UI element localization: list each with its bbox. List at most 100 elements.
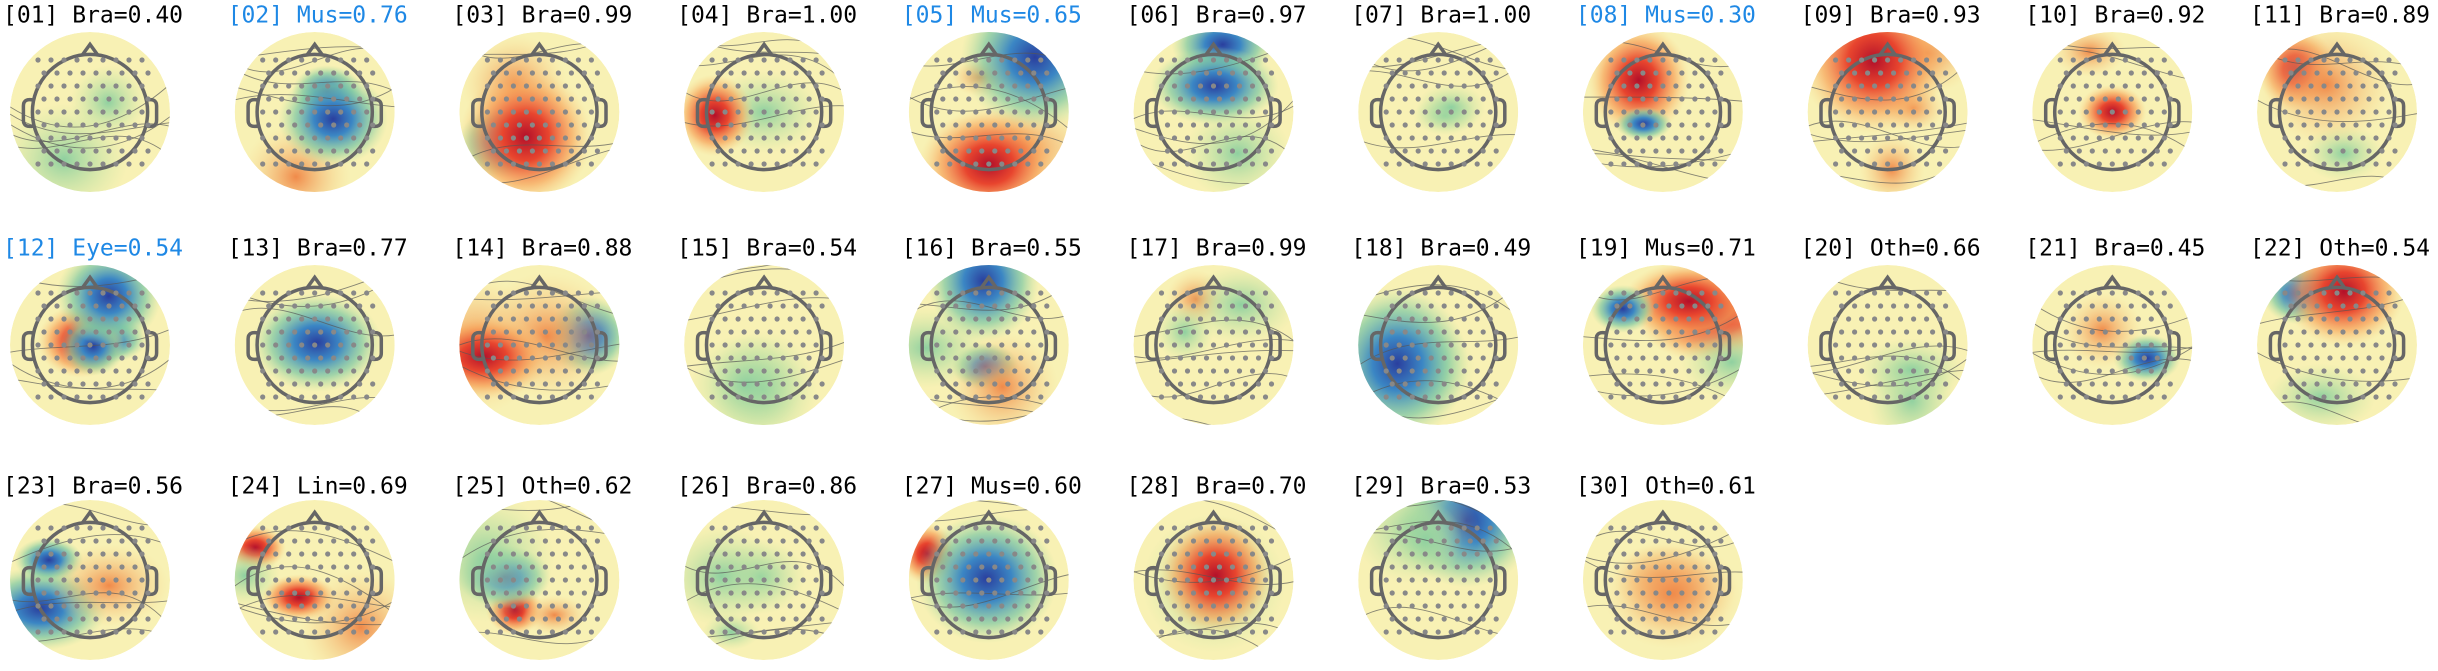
electrode bbox=[2360, 394, 2366, 400]
electrode bbox=[588, 551, 595, 557]
electrode bbox=[80, 329, 86, 335]
electrode bbox=[581, 122, 588, 128]
electrode bbox=[1171, 629, 1178, 635]
electrode bbox=[1467, 538, 1473, 544]
electrode bbox=[793, 122, 799, 128]
electrode bbox=[2089, 381, 2095, 387]
electrode bbox=[748, 57, 754, 63]
electrode bbox=[497, 290, 503, 296]
electrode bbox=[953, 564, 959, 570]
contour-line bbox=[2257, 294, 2417, 325]
electrode bbox=[536, 603, 543, 609]
electrode bbox=[1686, 603, 1692, 609]
electrode bbox=[279, 590, 285, 596]
ear-right bbox=[1719, 330, 1732, 362]
electrode bbox=[1885, 368, 1891, 374]
electrode bbox=[761, 577, 767, 583]
electrode bbox=[1262, 290, 1269, 296]
electrode bbox=[2057, 57, 2063, 63]
electrode bbox=[357, 70, 363, 76]
electrode bbox=[1197, 342, 1204, 348]
electrode bbox=[1839, 148, 1845, 154]
electrode bbox=[100, 629, 106, 635]
electrode bbox=[119, 564, 125, 570]
electrode bbox=[1229, 96, 1236, 102]
electrode bbox=[1210, 290, 1217, 296]
electrode bbox=[1012, 161, 1018, 167]
topomap bbox=[1807, 32, 1968, 192]
electrode bbox=[1236, 603, 1243, 609]
electrode bbox=[1640, 148, 1646, 154]
electrode bbox=[709, 551, 715, 557]
electrode bbox=[344, 70, 350, 76]
contour-line bbox=[1133, 373, 1294, 398]
electrode bbox=[767, 355, 773, 361]
electrode bbox=[947, 603, 953, 609]
electrode bbox=[1249, 342, 1256, 348]
electrode bbox=[2340, 329, 2346, 335]
electrode bbox=[800, 551, 806, 557]
electrode bbox=[992, 355, 998, 361]
electrode bbox=[1454, 564, 1460, 570]
electrode bbox=[594, 590, 601, 596]
electrode bbox=[113, 135, 119, 141]
electrode bbox=[1686, 135, 1692, 141]
electrode bbox=[2141, 70, 2147, 76]
electrode bbox=[819, 381, 825, 387]
electrode bbox=[562, 161, 569, 167]
electrode bbox=[1422, 57, 1428, 63]
electrode bbox=[1025, 290, 1031, 296]
contour-line bbox=[1133, 569, 1294, 585]
electrode bbox=[728, 564, 734, 570]
electrode bbox=[2141, 303, 2147, 309]
electrode bbox=[48, 161, 54, 167]
electrode bbox=[1383, 342, 1389, 348]
electrode bbox=[516, 303, 523, 309]
electrode bbox=[145, 355, 151, 361]
electrode bbox=[1943, 303, 1949, 309]
electrode bbox=[1203, 564, 1210, 570]
electrode bbox=[800, 394, 806, 400]
electrode bbox=[1911, 57, 1917, 63]
electrode bbox=[318, 355, 324, 361]
electrode bbox=[1852, 303, 1858, 309]
electrode bbox=[119, 616, 125, 622]
electrode bbox=[48, 316, 54, 322]
electrode bbox=[1924, 83, 1930, 89]
electrode bbox=[510, 629, 516, 635]
electrode bbox=[2295, 135, 2301, 141]
electrode bbox=[1210, 629, 1217, 635]
ear-right bbox=[595, 565, 608, 597]
electrode bbox=[1911, 290, 1917, 296]
electrode bbox=[87, 342, 93, 348]
electrode bbox=[529, 122, 536, 128]
electrode bbox=[1878, 381, 1884, 387]
electrode bbox=[2282, 57, 2288, 63]
electrode bbox=[1223, 342, 1230, 348]
electrode bbox=[1461, 290, 1467, 296]
electrode bbox=[819, 96, 825, 102]
electrode bbox=[100, 525, 106, 531]
electrode bbox=[2148, 394, 2154, 400]
electrode bbox=[1474, 290, 1480, 296]
contour-line bbox=[1358, 284, 1519, 317]
electrode bbox=[1402, 148, 1408, 154]
head-outline bbox=[704, 285, 824, 405]
electrode bbox=[1210, 83, 1217, 89]
electrode bbox=[2366, 303, 2372, 309]
electrode bbox=[1467, 590, 1473, 596]
electrode bbox=[2295, 290, 2301, 296]
ear-right bbox=[370, 97, 384, 129]
electrode bbox=[1197, 525, 1204, 531]
electrode bbox=[273, 83, 279, 89]
electrode bbox=[93, 303, 99, 309]
electrode bbox=[2135, 342, 2141, 348]
electrode bbox=[2076, 355, 2082, 361]
electrode bbox=[2379, 329, 2385, 335]
electrode bbox=[1268, 538, 1275, 544]
ear-right bbox=[1045, 97, 1058, 129]
electrode bbox=[1461, 629, 1467, 635]
electrode bbox=[370, 148, 376, 154]
electrode bbox=[266, 564, 272, 570]
electrode bbox=[2347, 368, 2353, 374]
